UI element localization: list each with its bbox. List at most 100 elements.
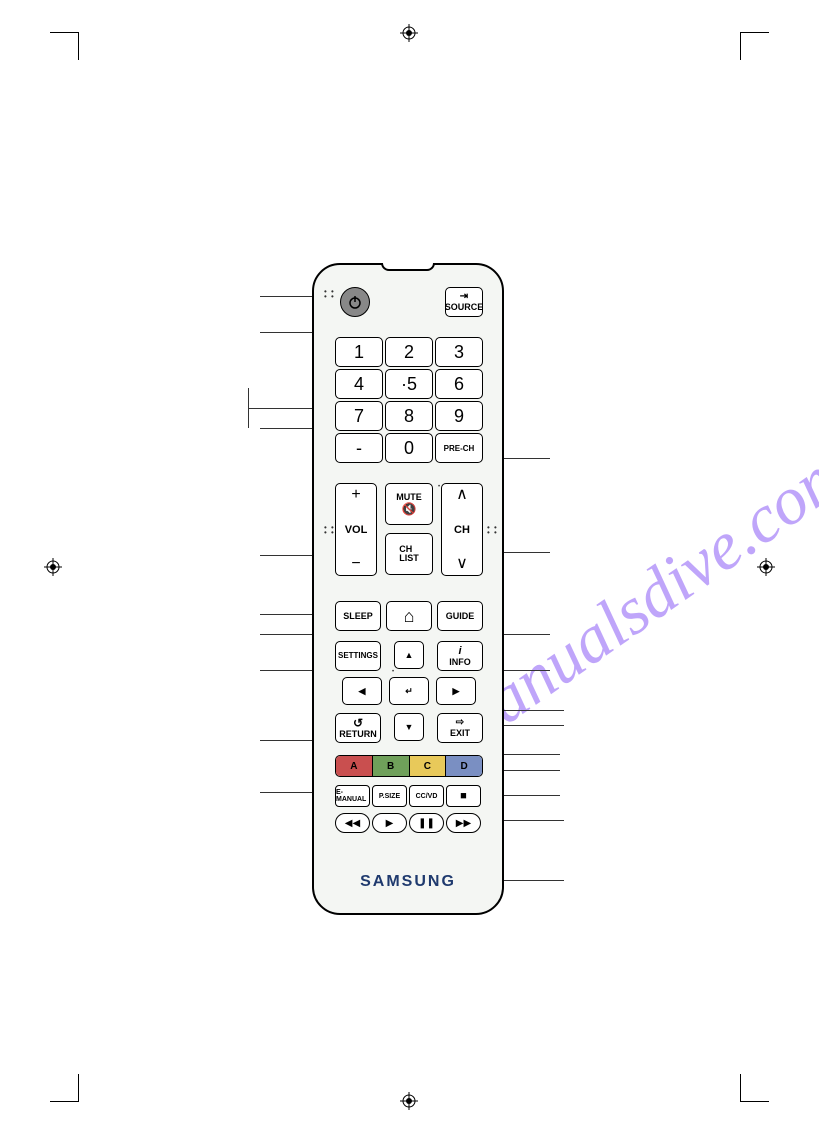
ch-up-icon: ∧ bbox=[456, 487, 468, 503]
volume-rocker[interactable]: + VOL − bbox=[335, 483, 377, 576]
home-icon: ⌂ bbox=[404, 607, 415, 625]
braille-dots: • •• • bbox=[487, 525, 498, 535]
source-button[interactable]: ⇥ SOURCE bbox=[445, 287, 483, 317]
leader-line bbox=[260, 792, 314, 793]
info-button[interactable]: i INFO bbox=[437, 641, 483, 671]
mute-button[interactable]: MUTE 🔇 bbox=[385, 483, 433, 525]
color-a[interactable]: A bbox=[336, 756, 373, 776]
leader-line bbox=[260, 296, 314, 297]
dot-marker: • bbox=[392, 670, 395, 675]
num-7[interactable]: 7 bbox=[335, 401, 383, 431]
crop-mark bbox=[740, 1074, 741, 1102]
leader-line bbox=[504, 770, 560, 771]
rewind-button[interactable]: ◀◀ bbox=[335, 813, 370, 833]
leader-line bbox=[504, 670, 550, 671]
ch-label: CH bbox=[454, 524, 470, 536]
leader-line bbox=[260, 614, 314, 615]
number-pad: 1 2 3 4 ·5 6 7 8 9 - 0 PRE-CH bbox=[335, 337, 483, 463]
num-0[interactable]: 0 bbox=[385, 433, 433, 463]
color-d[interactable]: D bbox=[446, 756, 482, 776]
fastforward-button[interactable]: ▶▶ bbox=[446, 813, 481, 833]
source-label: SOURCE bbox=[445, 303, 484, 312]
emanual-button[interactable]: E-MANUAL bbox=[335, 785, 370, 807]
leader-line bbox=[504, 754, 560, 755]
crop-mark bbox=[50, 32, 78, 33]
dpad-left[interactable]: ◀ bbox=[342, 677, 382, 705]
color-button-row: A B C D bbox=[335, 755, 483, 777]
leader-line bbox=[504, 725, 564, 726]
ir-window bbox=[381, 263, 435, 271]
leader-line bbox=[260, 332, 314, 333]
pause-button[interactable]: ❚❚ bbox=[409, 813, 444, 833]
leader-line bbox=[504, 634, 550, 635]
enter-button[interactable]: ↵ bbox=[389, 677, 429, 705]
leader-line bbox=[260, 555, 314, 556]
num-8[interactable]: 8 bbox=[385, 401, 433, 431]
braille-dots: • •• • bbox=[324, 289, 335, 299]
num-1[interactable]: 1 bbox=[335, 337, 383, 367]
registration-mark bbox=[757, 558, 775, 576]
crop-mark bbox=[78, 32, 79, 60]
num-3[interactable]: 3 bbox=[435, 337, 483, 367]
ccvd-button[interactable]: CC/VD bbox=[409, 785, 444, 807]
color-b[interactable]: B bbox=[373, 756, 410, 776]
return-label: RETURN bbox=[339, 730, 377, 739]
home-button[interactable]: ⌂ bbox=[386, 601, 432, 631]
power-icon bbox=[347, 294, 363, 310]
num-4[interactable]: 4 bbox=[335, 369, 383, 399]
braille-dots: • •• • bbox=[324, 525, 335, 535]
leader-line bbox=[504, 820, 564, 821]
num-9[interactable]: 9 bbox=[435, 401, 483, 431]
exit-button[interactable]: ⇨ EXIT bbox=[437, 713, 483, 743]
leader-line bbox=[248, 388, 249, 428]
pre-ch-button[interactable]: PRE-CH bbox=[435, 433, 483, 463]
leader-line bbox=[260, 428, 314, 429]
leader-line bbox=[504, 552, 550, 553]
dpad-down[interactable]: ▼ bbox=[394, 713, 424, 741]
playback-row: ◀◀ ▶ ❚❚ ▶▶ bbox=[335, 813, 481, 833]
play-button[interactable]: ▶ bbox=[372, 813, 407, 833]
ch-list-button[interactable]: CH LIST bbox=[385, 533, 433, 575]
mute-label: MUTE bbox=[396, 493, 422, 502]
power-button[interactable] bbox=[340, 287, 370, 317]
mute-icon: 🔇 bbox=[402, 503, 417, 515]
num-2[interactable]: 2 bbox=[385, 337, 433, 367]
return-button[interactable]: ↺ RETURN bbox=[335, 713, 381, 743]
crop-mark bbox=[741, 32, 769, 33]
leader-line bbox=[260, 740, 314, 741]
color-c[interactable]: C bbox=[410, 756, 447, 776]
guide-button[interactable]: GUIDE bbox=[437, 601, 483, 631]
leader-line bbox=[260, 670, 314, 671]
num-6[interactable]: 6 bbox=[435, 369, 483, 399]
vol-up-icon: + bbox=[351, 487, 360, 503]
brand-logo: SAMSUNG bbox=[314, 873, 502, 891]
dot-marker: • bbox=[438, 485, 441, 490]
registration-mark bbox=[400, 24, 418, 42]
channel-rocker[interactable]: ∧ CH ∨ bbox=[441, 483, 483, 576]
settings-button[interactable]: SETTINGS bbox=[335, 641, 381, 671]
stop-button[interactable]: ■ bbox=[446, 785, 481, 807]
vol-down-icon: − bbox=[351, 556, 360, 572]
exit-label: EXIT bbox=[450, 729, 470, 738]
vol-label: VOL bbox=[345, 524, 368, 536]
return-icon: ↺ bbox=[353, 717, 363, 729]
ch-down-icon: ∨ bbox=[456, 556, 468, 572]
dpad-up[interactable]: ▲ bbox=[394, 641, 424, 669]
dash-button[interactable]: - bbox=[335, 433, 383, 463]
leader-line bbox=[504, 795, 560, 796]
info-i: i bbox=[458, 646, 461, 657]
leader-line bbox=[248, 408, 314, 409]
leader-line bbox=[504, 880, 564, 881]
info-label: INFO bbox=[449, 658, 471, 667]
psize-button[interactable]: P.SIZE bbox=[372, 785, 407, 807]
sleep-button[interactable]: SLEEP bbox=[335, 601, 381, 631]
crop-mark bbox=[50, 1101, 78, 1102]
dpad-right[interactable]: ▶ bbox=[436, 677, 476, 705]
num-5[interactable]: ·5 bbox=[385, 369, 433, 399]
remote-control: • •• • ⇥ SOURCE 1 2 3 4 ·5 6 7 8 9 - 0 P… bbox=[312, 263, 504, 915]
exit-icon: ⇨ bbox=[456, 718, 464, 728]
registration-mark bbox=[44, 558, 62, 576]
crop-mark bbox=[740, 32, 741, 60]
leader-line bbox=[504, 710, 564, 711]
source-icon: ⇥ bbox=[460, 292, 468, 302]
